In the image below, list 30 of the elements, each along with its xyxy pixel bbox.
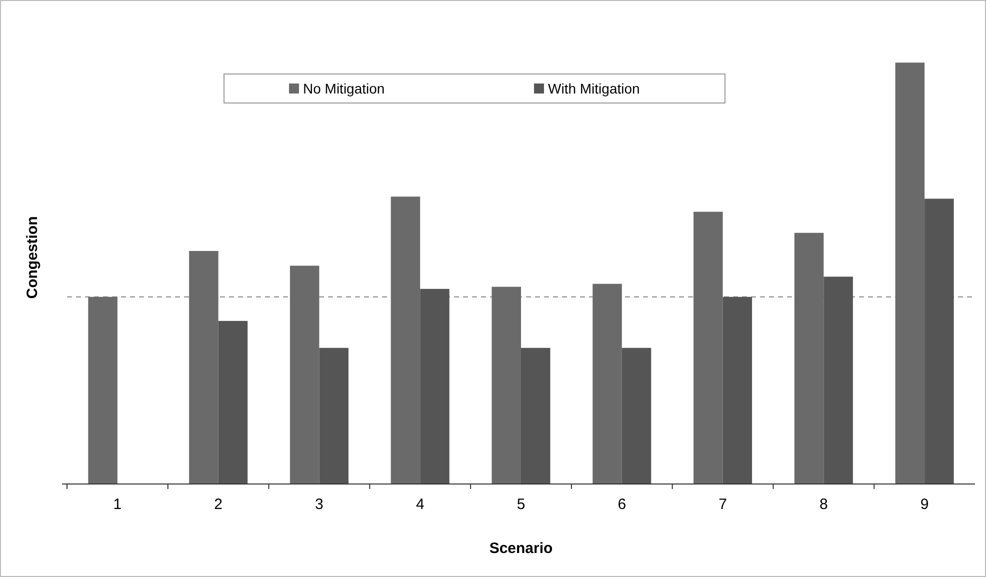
x-tick-label: 9 [920,496,929,513]
bar [622,348,652,484]
bar [290,266,320,484]
bar [390,196,420,484]
x-tick-label: 2 [214,496,223,513]
bar [88,296,118,484]
x-tick-label: 1 [113,496,122,513]
bar [492,286,521,484]
bar [924,198,954,484]
bar [319,348,348,484]
bar [794,232,824,484]
bar [521,348,550,484]
bar [895,62,925,484]
legend-label: With Mitigation [548,80,640,96]
bar [420,288,450,484]
x-tick-label: 6 [618,496,626,513]
bar [592,284,622,484]
x-axis-title: Scenario [489,540,553,557]
x-tick-label: 3 [315,496,324,513]
bar [694,212,723,484]
bar [189,250,218,484]
x-tick-label: 5 [516,496,526,513]
legend-label: No Mitigation [303,80,385,96]
y-axis-title: Congestion [24,216,41,299]
bar [824,276,853,484]
x-tick-label: 8 [819,496,828,513]
x-tick-label: 4 [416,496,424,513]
bar [218,320,248,484]
x-tick-label: 7 [718,496,727,513]
bar [722,296,752,484]
